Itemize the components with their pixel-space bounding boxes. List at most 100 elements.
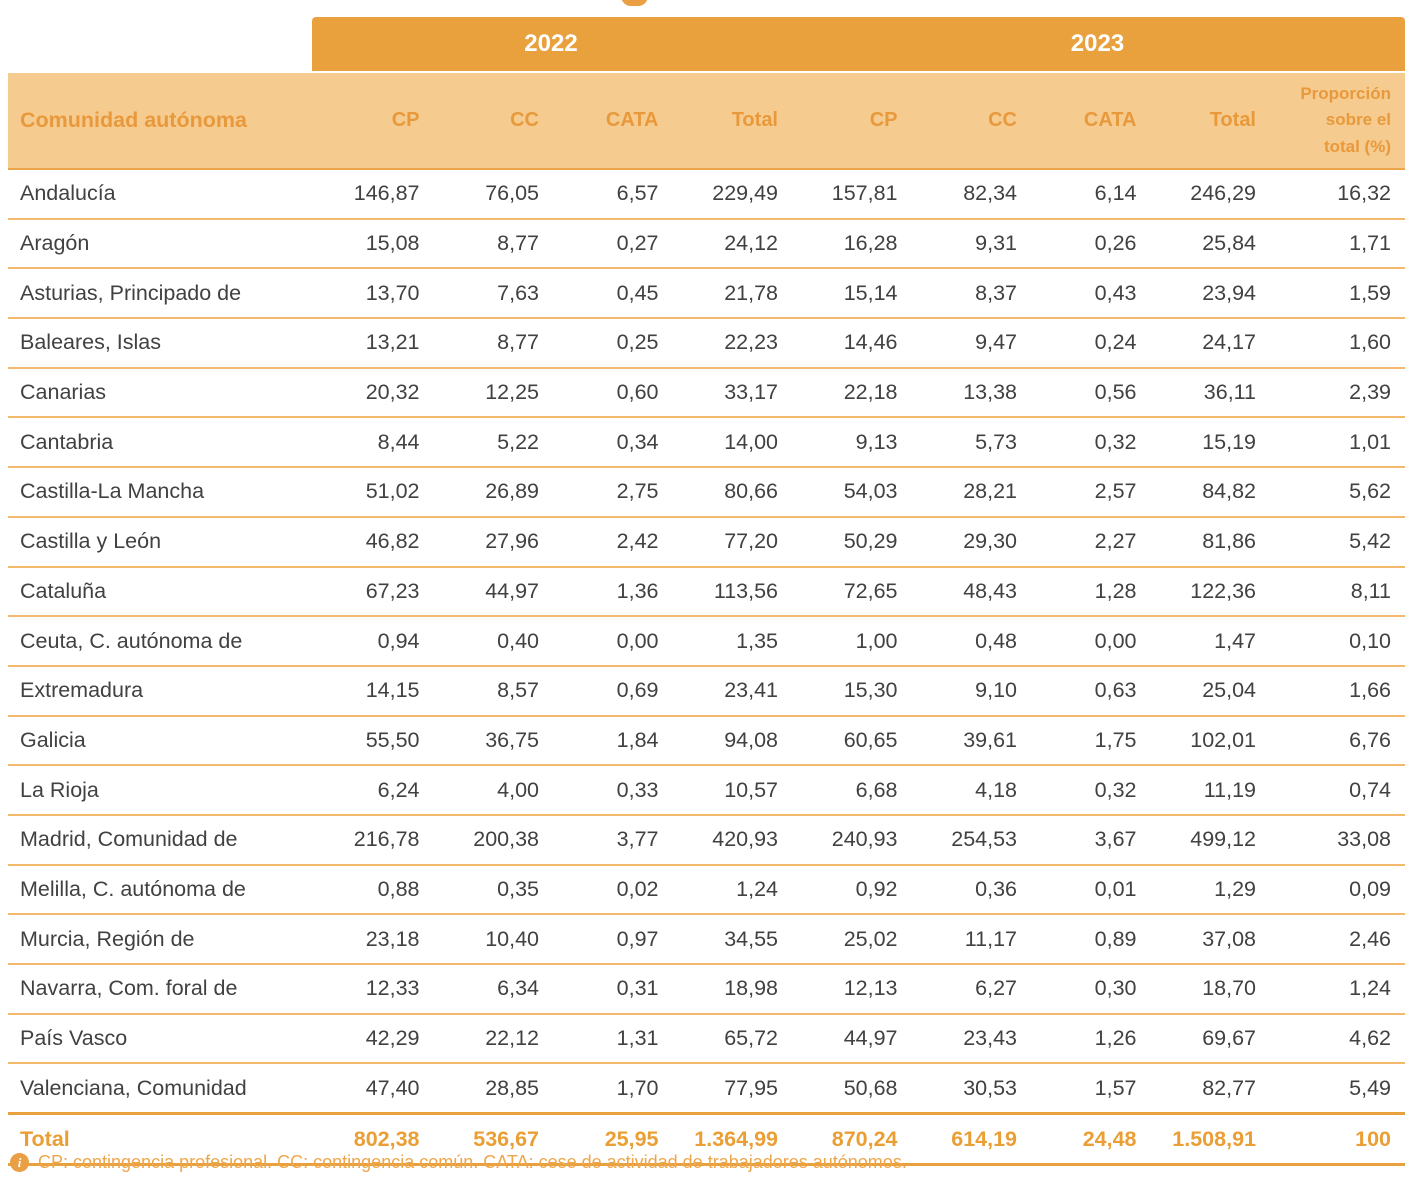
table-row: País Vasco 42,29 22,12 1,31 65,72 44,97 23,43 1… (8, 1015, 1405, 1065)
value-cell: 113,56 (713, 578, 778, 603)
value-cell: 22,12 (485, 1026, 539, 1051)
value-cell: 1,00 (855, 628, 898, 653)
column-header-total-2023: Total (1209, 109, 1256, 131)
table-row: Castilla y León 46,82 27,96 2,42 77,20 50,29 2… (8, 518, 1405, 568)
value-cell: 67,23 (365, 578, 420, 603)
value-cell: 84,82 (1202, 479, 1256, 504)
value-cell: 246,29 (1190, 181, 1256, 206)
total-value-cell: 1.364,99 (694, 1126, 778, 1151)
value-cell: 72,65 (843, 578, 898, 603)
column-header-cc-2023: CC (988, 109, 1017, 131)
table-row: Cantabria 8,44 5,22 0,34 14,00 9,13 5,73 0,32 15… (8, 418, 1405, 469)
table-row: Valenciana, Comunidad 47,40 28,85 1,70 77,95… (8, 1064, 1405, 1112)
value-cell: 5,22 (497, 429, 539, 454)
value-cell: 0,00 (616, 628, 659, 653)
value-cell: 2,46 (1349, 926, 1391, 951)
value-cell: 0,33 (616, 777, 659, 802)
value-cell: 8,44 (377, 429, 420, 454)
value-cell: 1,29 (1214, 876, 1256, 901)
table-row: Murcia, Región de 23,18 10,40 0,97 34,55 25,0… (8, 915, 1405, 965)
year-cell-2022: 2022 (312, 17, 790, 71)
value-cell: 60,65 (843, 727, 898, 752)
value-cell: 254,53 (951, 827, 1017, 852)
row-name-cell: La Rioja (20, 777, 99, 802)
value-cell: 47,40 (365, 1075, 420, 1100)
value-cell: 5,62 (1349, 479, 1391, 504)
value-cell: 0,60 (616, 380, 659, 405)
row-name-cell: Murcia, Región de (20, 926, 195, 951)
value-cell: 0,32 (1094, 429, 1137, 454)
value-cell: 14,15 (365, 678, 420, 703)
value-cell: 1,57 (1094, 1075, 1137, 1100)
total-value-cell: 614,19 (951, 1126, 1017, 1151)
value-cell: 80,66 (724, 479, 778, 504)
value-cell: 0,88 (377, 876, 420, 901)
row-name-cell: Castilla-La Mancha (20, 479, 205, 504)
value-cell: 21,78 (724, 280, 778, 305)
value-cell: 77,20 (724, 529, 778, 554)
value-cell: 1,59 (1349, 280, 1391, 305)
value-cell: 94,08 (724, 727, 778, 752)
value-cell: 0,94 (377, 628, 420, 653)
value-cell: 42,29 (365, 1026, 420, 1051)
total-value-cell: 1.508,91 (1172, 1126, 1256, 1151)
value-cell: 11,19 (1203, 777, 1256, 802)
table-row: Castilla-La Mancha 51,02 26,89 2,75 80,66 54,… (8, 468, 1405, 518)
value-cell: 8,77 (497, 330, 539, 355)
value-cell: 8,11 (1350, 578, 1391, 603)
value-cell: 5,73 (975, 429, 1017, 454)
value-cell: 5,49 (1349, 1075, 1391, 1100)
value-cell: 0,69 (616, 678, 659, 703)
value-cell: 36,11 (1203, 380, 1256, 405)
value-cell: 44,97 (843, 1026, 898, 1051)
value-cell: 29,30 (963, 529, 1017, 554)
table-row: Extremadura 14,15 8,57 0,69 23,41 15,30 9,10 0,… (8, 667, 1405, 717)
column-header-cata-2022: CATA (605, 109, 659, 131)
value-cell: 4,18 (975, 777, 1017, 802)
value-cell: 0,02 (616, 876, 659, 901)
value-cell: 1,84 (616, 727, 659, 752)
value-cell: 23,18 (365, 926, 420, 951)
value-cell: 1,66 (1349, 678, 1391, 703)
value-cell: 9,31 (975, 231, 1017, 256)
value-cell: 15,19 (1202, 429, 1256, 454)
table-row: Melilla, C. autónoma de 0,88 0,35 0,02 1,24 0… (8, 866, 1405, 916)
row-name-cell: Castilla y León (20, 529, 162, 554)
value-cell: 8,57 (497, 678, 539, 703)
value-cell: 28,85 (485, 1075, 539, 1100)
value-cell: 6,24 (377, 777, 420, 802)
row-name-cell: Baleares, Islas (20, 330, 162, 355)
value-cell: 30,53 (963, 1075, 1017, 1100)
value-cell: 229,49 (712, 181, 778, 206)
column-header-cata-2023: CATA (1083, 109, 1137, 131)
value-cell: 28,21 (963, 479, 1017, 504)
value-cell: 26,89 (485, 479, 539, 504)
value-cell: 0,35 (497, 876, 539, 901)
row-name-cell: Ceuta, C. autónoma de (20, 628, 243, 653)
value-cell: 6,68 (855, 777, 898, 802)
row-name-cell: Madrid, Comunidad de (20, 827, 238, 852)
value-cell: 1,26 (1094, 1026, 1137, 1051)
value-cell: 10,40 (485, 926, 539, 951)
value-cell: 6,27 (975, 976, 1017, 1001)
value-cell: 0,89 (1094, 926, 1137, 951)
value-cell: 0,48 (975, 628, 1017, 653)
value-cell: 14,46 (843, 330, 898, 355)
value-cell: 6,76 (1349, 727, 1391, 752)
column-header-cp-2022: CP (391, 109, 420, 131)
value-cell: 18,98 (724, 976, 778, 1001)
value-cell: 46,82 (365, 529, 420, 554)
value-cell: 1,71 (1349, 231, 1391, 256)
year-band: 2022 2023 (8, 17, 1405, 71)
value-cell: 18,70 (1202, 976, 1256, 1001)
value-cell: 2,75 (616, 479, 659, 504)
column-header-row: Comunidad autónoma CP CC CATA Total CP C… (8, 73, 1405, 170)
value-cell: 0,43 (1094, 280, 1137, 305)
value-cell: 15,08 (365, 231, 420, 256)
value-cell: 146,87 (353, 181, 420, 206)
total-value-cell: 24,48 (1082, 1126, 1137, 1151)
value-cell: 3,67 (1094, 827, 1137, 852)
value-cell: 50,29 (843, 529, 898, 554)
footnote: i CP: contingencia profesional. CC: cont… (10, 1152, 907, 1173)
value-cell: 69,67 (1202, 1026, 1256, 1051)
